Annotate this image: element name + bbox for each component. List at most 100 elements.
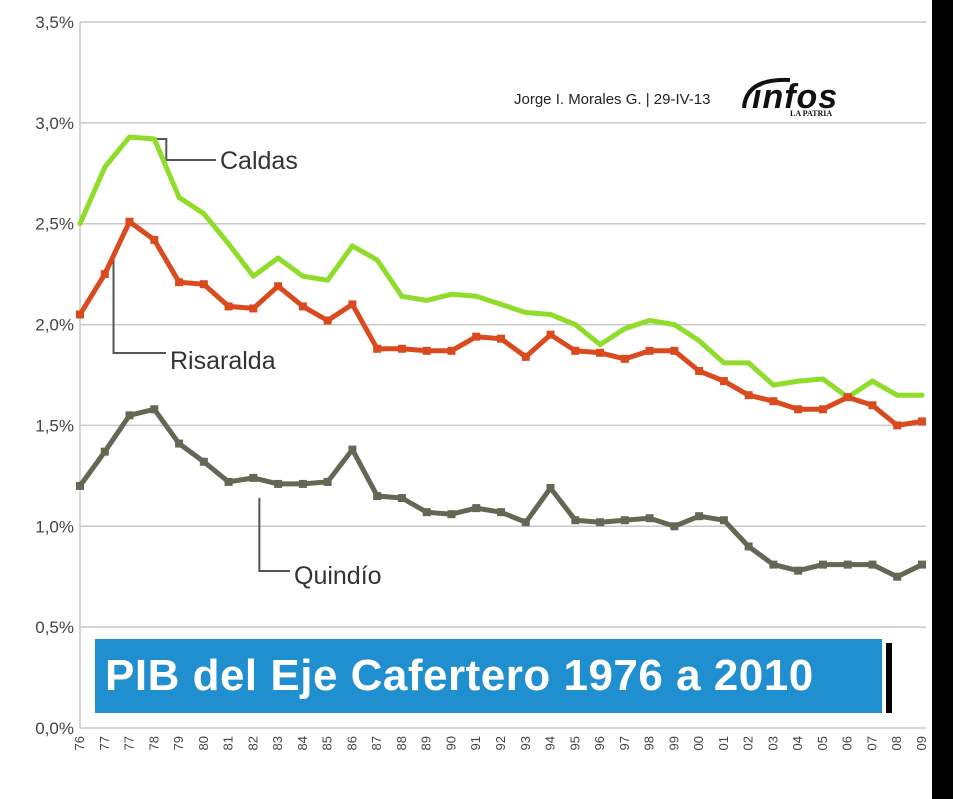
data-point — [546, 330, 555, 339]
y-tick-label: 2,0% — [35, 316, 74, 335]
data-point — [274, 479, 283, 488]
data-point — [325, 277, 331, 283]
x-tick-label: 94 — [543, 736, 558, 750]
data-point — [348, 300, 357, 309]
data-point — [818, 405, 827, 414]
data-point — [746, 360, 752, 366]
y-tick-label: 1,0% — [35, 517, 74, 536]
x-tick-label: 86 — [344, 736, 359, 750]
series-line — [77, 406, 924, 580]
data-point — [818, 560, 827, 569]
data-point — [199, 280, 208, 289]
data-point — [596, 518, 605, 527]
data-point — [571, 346, 580, 355]
data-point — [645, 514, 654, 523]
y-tick-label: 3,0% — [35, 114, 74, 133]
x-tick-label: 96 — [592, 736, 607, 750]
data-point — [249, 304, 258, 313]
y-tick-label: 0,5% — [35, 618, 74, 637]
x-tick-label: 01 — [716, 736, 731, 750]
y-tick-label: 0,0% — [35, 719, 74, 738]
data-point — [671, 322, 677, 328]
x-tick-label: 95 — [567, 736, 582, 750]
data-point — [769, 560, 778, 569]
data-point — [695, 366, 704, 375]
data-point — [893, 572, 902, 581]
x-tick-label: 77 — [97, 736, 112, 750]
chart-title: PIB del Eje Cafertero 1976 a 2010 — [95, 639, 882, 713]
data-point — [125, 411, 134, 420]
data-point — [918, 560, 926, 569]
series-label: Risaralda — [170, 347, 276, 375]
data-point — [250, 273, 256, 279]
x-tick-label: 88 — [394, 736, 409, 750]
x-tick-label: 05 — [815, 736, 830, 750]
y-tick-label: 2,5% — [35, 215, 74, 234]
data-point — [274, 282, 283, 291]
title-cursor — [886, 643, 892, 713]
data-point — [794, 566, 803, 575]
data-point — [422, 508, 431, 517]
data-point — [224, 477, 233, 486]
data-point — [298, 302, 307, 311]
data-point — [893, 421, 902, 430]
x-tick-label: 84 — [295, 736, 310, 750]
data-point — [373, 492, 382, 501]
data-point — [868, 560, 877, 569]
data-point — [645, 346, 654, 355]
data-point — [596, 348, 605, 357]
y-axis: 0,0% 0,5% 1,0% 1,5% 2,0% 2,5% 3,0% 3,5% — [35, 13, 74, 738]
data-point — [770, 382, 776, 388]
x-tick-label: 97 — [617, 736, 632, 750]
data-point — [127, 134, 133, 140]
x-tick-label: 87 — [369, 736, 384, 750]
data-point — [820, 376, 826, 382]
data-point — [744, 391, 753, 400]
data-point — [397, 494, 406, 503]
series-line — [77, 219, 923, 428]
data-point — [472, 332, 481, 341]
data-point — [843, 393, 852, 402]
data-point — [721, 360, 727, 366]
data-point — [150, 235, 159, 244]
data-point — [175, 439, 184, 448]
data-point — [696, 338, 702, 344]
data-point — [571, 516, 580, 525]
data-point — [521, 518, 530, 527]
x-tick-label: 93 — [518, 736, 533, 750]
x-tick-label: 77 — [122, 736, 137, 750]
x-tick-label: 08 — [889, 736, 904, 750]
data-point — [447, 346, 456, 355]
data-point — [100, 447, 109, 456]
data-point — [769, 397, 778, 406]
gridlines — [79, 21, 926, 729]
x-tick-label: 76 — [72, 736, 87, 750]
data-point — [498, 301, 504, 307]
data-point — [422, 346, 431, 355]
x-tick-label: 02 — [741, 736, 756, 750]
data-point — [150, 405, 159, 414]
data-point — [374, 257, 380, 263]
x-tick-label: 00 — [691, 736, 706, 750]
data-point — [349, 243, 355, 249]
logo-swoosh — [742, 77, 791, 109]
data-point — [719, 516, 728, 525]
x-tick-label: 89 — [419, 736, 434, 750]
data-point — [744, 542, 753, 551]
callout-leader — [112, 251, 166, 354]
data-point — [719, 377, 728, 386]
data-point — [622, 326, 628, 332]
x-tick-label: 99 — [666, 736, 681, 750]
data-point — [76, 310, 84, 319]
data-point — [348, 445, 357, 454]
data-point — [102, 164, 108, 170]
data-point — [670, 522, 679, 531]
x-tick-label: 07 — [864, 736, 879, 750]
data-point — [397, 344, 406, 353]
data-point — [472, 504, 481, 513]
data-point — [620, 516, 629, 525]
data-point — [199, 457, 208, 466]
data-point — [175, 278, 184, 287]
x-tick-label: 79 — [171, 736, 186, 750]
